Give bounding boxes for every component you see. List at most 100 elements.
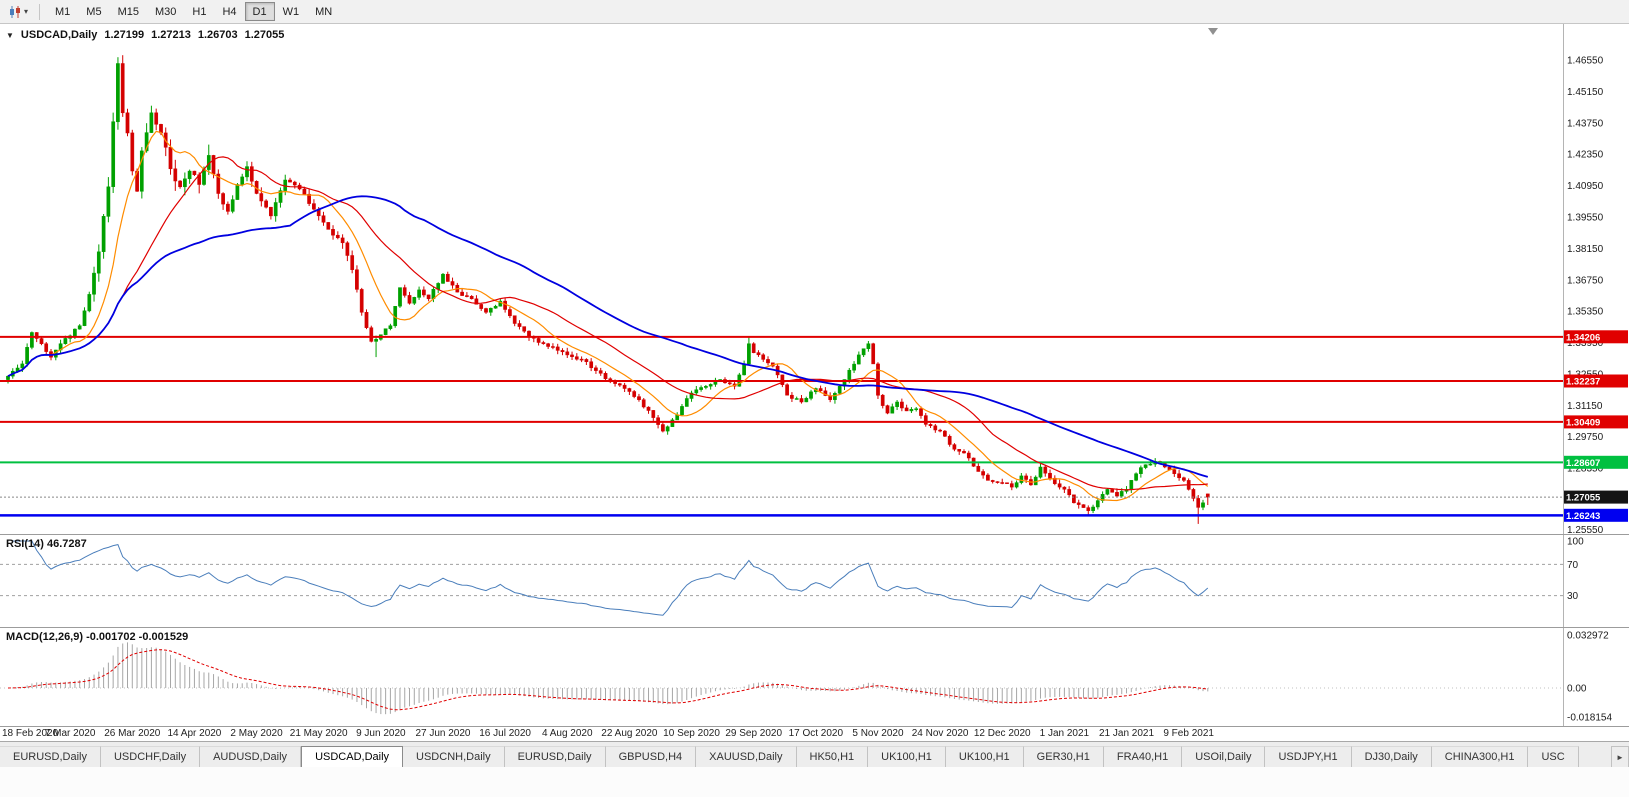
chart-tab-eurusd-daily[interactable]: EURUSD,Daily xyxy=(504,746,606,767)
price-axis-label: 1.29750 xyxy=(1567,432,1604,443)
window-bottom-area xyxy=(0,767,1629,797)
price-scale[interactable] xyxy=(1564,24,1629,534)
hlines-layer xyxy=(0,335,1563,517)
macd-canvas[interactable]: 0.032972 0.00 -0.018154 xyxy=(0,628,1629,726)
price-tag xyxy=(1564,508,1628,522)
price-tag-value: 1.34206 xyxy=(1566,332,1600,343)
rsi-axis-label: 30 xyxy=(1567,591,1579,602)
price-tag xyxy=(1564,374,1628,388)
chart-tab-eurusd-daily[interactable]: EURUSD,Daily xyxy=(0,746,101,767)
period-button-w1[interactable]: W1 xyxy=(275,2,308,21)
period-button-m5[interactable]: M5 xyxy=(78,2,109,21)
price-axis-label: 1.39550 xyxy=(1567,213,1604,224)
date-axis-label: 24 Nov 2020 xyxy=(911,728,969,739)
chart-tabs-bar: EURUSD,Daily USDCHF,Daily AUDUSD,Daily USDC… xyxy=(0,741,1629,767)
date-axis-label: 22 Aug 2020 xyxy=(601,728,658,739)
date-axis-label: 12 Dec 2020 xyxy=(973,728,1031,739)
chart-type-button[interactable]: ▾ xyxy=(4,2,32,22)
chart-tab-usc[interactable]: USC xyxy=(1528,746,1579,767)
chart-symbol: USDCAD,Daily xyxy=(20,29,98,41)
price-tag xyxy=(1564,490,1628,504)
bar-close-value: 1.27055 xyxy=(244,29,285,41)
chart-tab-usdjpy-h1[interactable]: USDJPY,H1 xyxy=(1265,746,1352,767)
price-chart-canvas[interactable]: 1.46550 1.45150 1.43750 1.42350 1.40950 1.395… xyxy=(0,24,1629,534)
price-axis-label: 1.35350 xyxy=(1567,307,1604,318)
chart-tab-usdcad-daily[interactable]: USDCAD,Daily xyxy=(301,746,404,767)
macd-axis-label: 0.00 xyxy=(1567,684,1587,695)
price-axis-label: 1.42350 xyxy=(1567,150,1604,161)
price-tag xyxy=(1564,330,1628,344)
rsi-canvas[interactable]: 100 70 30 xyxy=(0,535,1629,627)
date-axis-label: 7 Mar 2020 xyxy=(44,728,96,739)
period-button-mn[interactable]: MN xyxy=(307,2,340,21)
date-axis-label: 17 Oct 2020 xyxy=(788,728,844,739)
price-axis-label: 1.38150 xyxy=(1567,244,1604,255)
moving-average-10 xyxy=(7,130,1209,502)
price-axis-label: 1.28350 xyxy=(1567,464,1604,475)
date-axis-label: 21 Jan 2021 xyxy=(1098,728,1155,739)
period-button-h4[interactable]: H4 xyxy=(214,2,244,21)
period-button-d1[interactable]: D1 xyxy=(244,2,275,21)
rsi-line xyxy=(12,540,1209,616)
date-axis-label: 27 Jun 2020 xyxy=(415,728,471,739)
candles-layer xyxy=(6,55,1210,524)
date-axis-label: 9 Feb 2021 xyxy=(1163,728,1214,739)
macd-signal-line xyxy=(7,649,1208,711)
date-axis-label: 21 May 2020 xyxy=(289,728,348,739)
date-axis-label: 1 Jan 2021 xyxy=(1039,728,1090,739)
chart-tab-usdcnh-daily[interactable]: USDCNH,Daily xyxy=(403,746,505,767)
bar-open-value: 1.27199 xyxy=(104,29,145,41)
chart-tab-ger30-h1[interactable]: GER30,H1 xyxy=(1023,746,1104,767)
tabs-scroll-right-button[interactable]: ► xyxy=(1611,746,1629,767)
date-axis-label: 18 Feb 2020 xyxy=(2,728,59,739)
chart-tab-uk100-h1[interactable]: UK100,H1 xyxy=(945,746,1024,767)
moving-average-60 xyxy=(7,195,1209,478)
timeframe-toolbar: ▾ M1 M5 M15 M30 H1 H4 D1 W1 MN xyxy=(0,0,1629,24)
date-axis-label: 29 Sep 2020 xyxy=(725,728,783,739)
period-button-h1[interactable]: H1 xyxy=(184,2,214,21)
chart-tab-hk50-h1[interactable]: HK50,H1 xyxy=(796,746,869,767)
chart-tab-fra40-h1[interactable]: FRA40,H1 xyxy=(1103,746,1183,767)
period-button-m1[interactable]: M1 xyxy=(47,2,78,21)
price-tag xyxy=(1564,415,1628,429)
price-axis-label: 1.45150 xyxy=(1567,87,1604,98)
rsi-panel: 100 70 30 RSI(14) 46.7287 xyxy=(0,534,1629,627)
macd-label: MACD(12,26,9) -0.001702 -0.001529 xyxy=(6,631,189,643)
macd-histogram xyxy=(12,642,1209,715)
period-button-m30[interactable]: M30 xyxy=(147,2,184,21)
chart-tab-audusd-daily[interactable]: AUDUSD,Daily xyxy=(200,746,302,767)
price-tag xyxy=(1564,455,1628,469)
chart-tab-usoil-daily[interactable]: USOil,Daily xyxy=(1182,746,1266,767)
chart-type-dropdown-icon[interactable]: ▾ xyxy=(24,6,29,16)
macd-axis-label: 0.032972 xyxy=(1567,631,1609,642)
chart-tabs: EURUSD,Daily USDCHF,Daily AUDUSD,Daily USDC… xyxy=(0,746,1611,767)
chart-tab-usdchf-daily[interactable]: USDCHF,Daily xyxy=(100,746,201,767)
date-axis[interactable]: 18 Feb 2020 7 Mar 2020 26 Mar 2020 14 Apr 2… xyxy=(0,726,1629,741)
price-axis-label: 1.31150 xyxy=(1567,401,1603,412)
moving-average-25 xyxy=(7,156,1208,491)
chart-tab-gbpusd-h4[interactable]: GBPUSD,H4 xyxy=(605,746,697,767)
price-tag-value: 1.30409 xyxy=(1566,417,1600,428)
rsi-axis-label: 100 xyxy=(1567,537,1584,548)
price-tag-value: 1.27055 xyxy=(1566,493,1601,504)
period-button-m15[interactable]: M15 xyxy=(110,2,147,21)
symbol-collapse-icon[interactable]: ▼ xyxy=(6,30,14,40)
price-tag-value: 1.28607 xyxy=(1566,458,1600,469)
price-axis-label: 1.40950 xyxy=(1567,181,1604,192)
bar-high-value: 1.27213 xyxy=(151,29,191,41)
price-tag-value: 1.26243 xyxy=(1566,511,1600,522)
chart-tab-china300-h1[interactable]: CHINA300,H1 xyxy=(1431,746,1529,767)
price-chart-panel: 1.46550 1.45150 1.43750 1.42350 1.40950 1.395… xyxy=(0,24,1629,534)
price-axis-label: 1.33950 xyxy=(1567,338,1604,349)
chart-tab-uk100-h1[interactable]: UK100,H1 xyxy=(868,746,946,767)
date-axis-label: 9 Jun 2020 xyxy=(356,728,406,739)
price-axis-label: 1.36750 xyxy=(1567,275,1604,286)
rsi-axis-label: 70 xyxy=(1567,560,1579,571)
chart-tab-xauusd-daily[interactable]: XAUUSD,Daily xyxy=(696,746,797,767)
chart-tab-dj30-daily[interactable]: DJ30,Daily xyxy=(1351,746,1432,767)
date-axis-label: 5 Nov 2020 xyxy=(852,728,904,739)
date-axis-label: 10 Sep 2020 xyxy=(663,728,720,739)
chart-shift-marker-icon[interactable] xyxy=(1208,28,1218,35)
price-tag-value: 1.32237 xyxy=(1566,377,1600,388)
